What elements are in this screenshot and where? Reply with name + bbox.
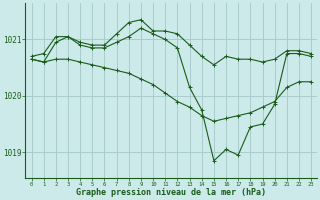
X-axis label: Graphe pression niveau de la mer (hPa): Graphe pression niveau de la mer (hPa) — [76, 188, 266, 197]
